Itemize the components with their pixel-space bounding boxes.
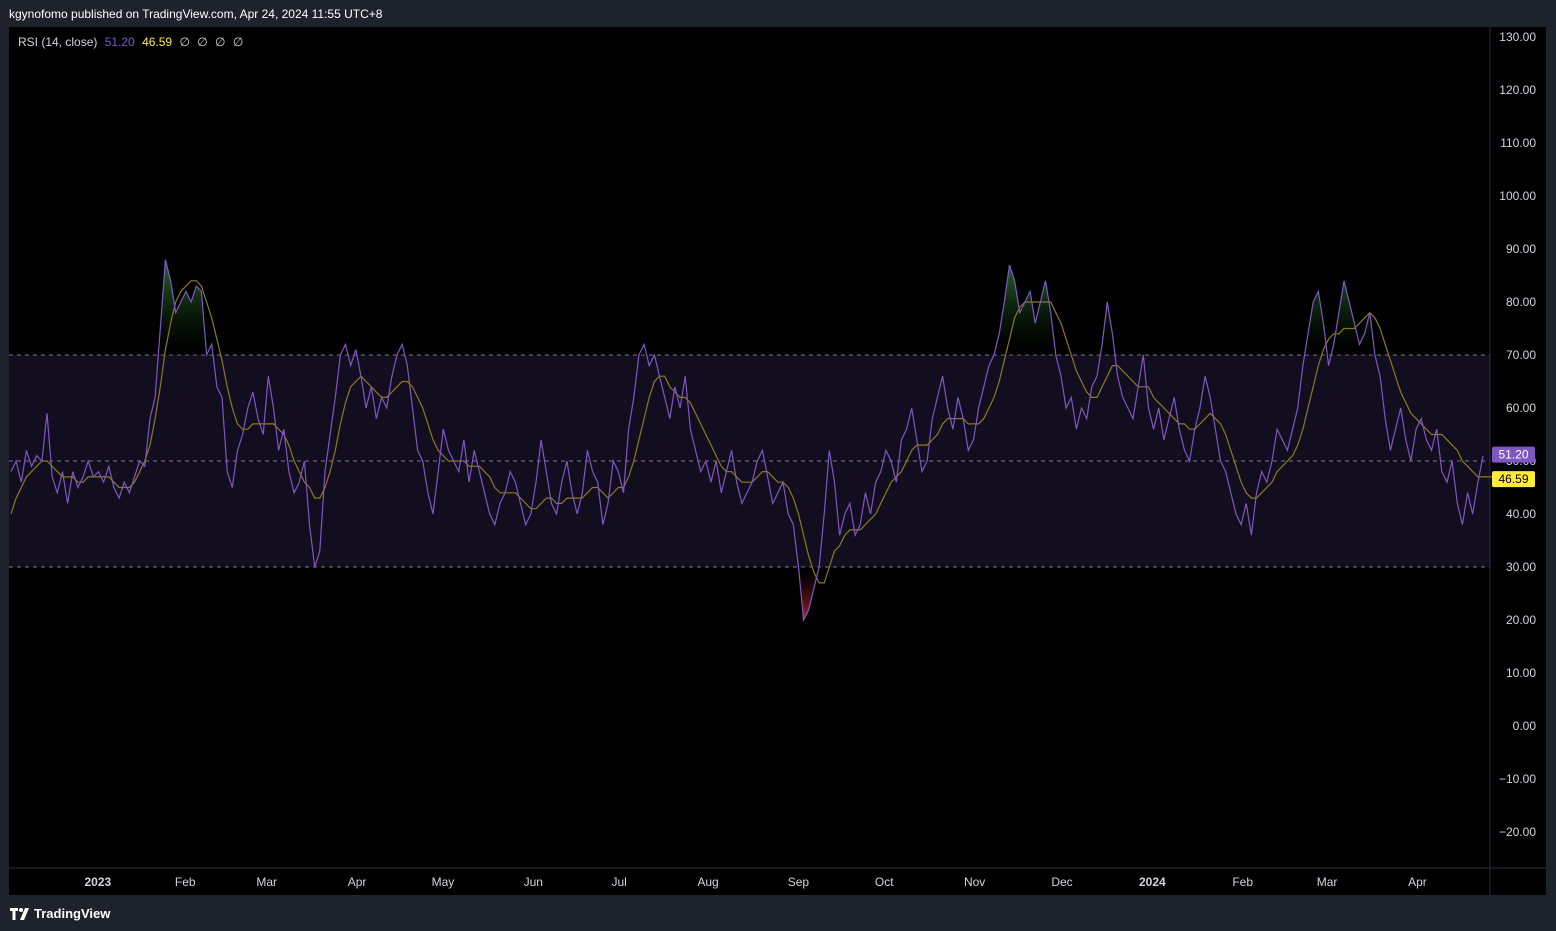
overbought-fill (11, 259, 1483, 355)
y-tick-label: 80.00 (1506, 295, 1536, 309)
ma-price-badge-label: 46.59 (1498, 472, 1528, 486)
rsi-legend-value: 51.20 (104, 35, 135, 49)
y-tick-label: 10.00 (1506, 666, 1536, 680)
rsi-line (10, 259, 1484, 623)
y-tick-label: 110.00 (1500, 136, 1536, 150)
indicator-legend[interactable]: RSI (14, close) 51.20 46.59 ∅ ∅ ∅ ∅ (18, 35, 247, 49)
empty-value-3: ∅ (215, 35, 226, 49)
tradingview-brand: TradingView (34, 906, 111, 921)
y-tick-label: 70.00 (1506, 348, 1536, 362)
y-tick-label: 120.00 (1499, 83, 1536, 97)
y-tick-label: 20.00 (1506, 613, 1536, 627)
x-tick-label: Sep (788, 875, 810, 889)
ma-legend-value: 46.59 (142, 35, 173, 49)
x-tick-label: May (432, 875, 455, 889)
x-tick-label: Nov (964, 875, 985, 889)
empty-value-2: ∅ (197, 35, 208, 49)
x-tick-label: Jul (612, 875, 627, 889)
x-tick-label: Mar (256, 875, 277, 889)
x-tick-label: Jun (524, 875, 543, 889)
x-tick-label: Oct (875, 875, 894, 889)
y-tick-label: 130.00 (1499, 30, 1536, 44)
y-tick-label: 60.00 (1506, 401, 1536, 415)
tradingview-logo[interactable]: TradingView (10, 906, 110, 921)
y-tick-label: −20.00 (1499, 825, 1536, 839)
y-tick-label: −10.00 (1499, 772, 1536, 786)
x-tick-label: Apr (1408, 875, 1427, 889)
x-tick-label: Aug (697, 875, 718, 889)
x-tick-label: 2024 (1139, 875, 1166, 889)
oversold-fill (11, 567, 1483, 620)
indicator-name: RSI (14, close) (18, 35, 98, 49)
x-tick-label: Mar (1317, 875, 1338, 889)
y-tick-label: 40.00 (1506, 507, 1536, 521)
tradingview-logo-icon (10, 907, 29, 920)
x-tick-label: 2023 (85, 875, 112, 889)
empty-value-1: ∅ (179, 35, 190, 49)
y-tick-label: 100.00 (1499, 189, 1536, 203)
x-tick-label: Feb (175, 875, 196, 889)
y-tick-label: 90.00 (1506, 242, 1536, 256)
x-tick-label: Apr (348, 875, 367, 889)
published-caption: kgynofomo published on TradingView.com, … (9, 7, 383, 21)
ma-price-badge (1492, 471, 1535, 488)
rsi-price-badge-label: 51.20 (1498, 448, 1528, 462)
y-tick-label: 30.00 (1506, 560, 1536, 574)
x-tick-label: Feb (1232, 875, 1253, 889)
rsi-price-badge (1492, 446, 1535, 463)
y-tick-label: 0.00 (1513, 719, 1537, 733)
empty-value-4: ∅ (232, 35, 244, 49)
x-tick-label: Dec (1051, 875, 1072, 889)
